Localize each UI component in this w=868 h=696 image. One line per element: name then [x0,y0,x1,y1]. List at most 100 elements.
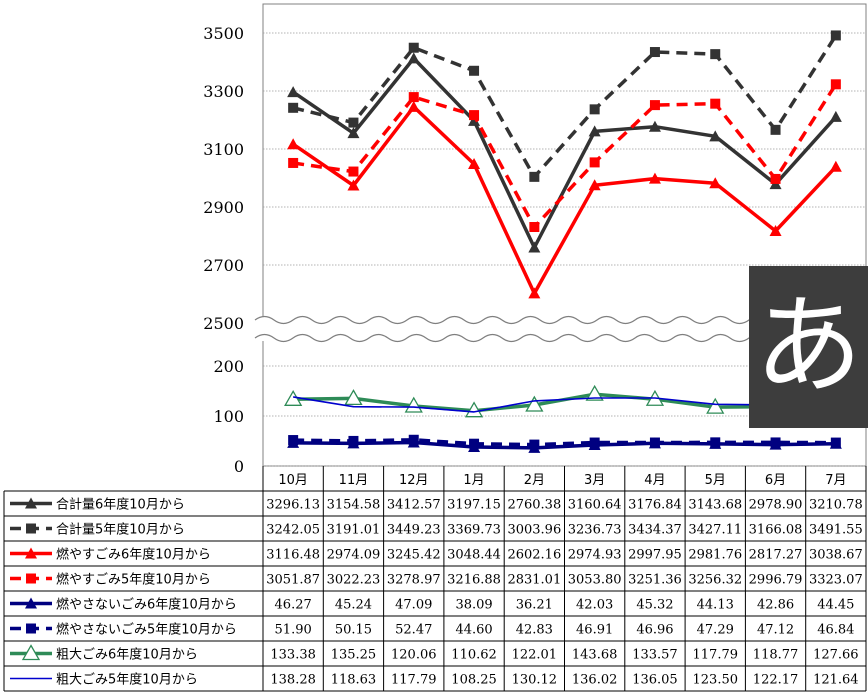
table-cell: 117.79 [693,648,739,663]
table-cell: 3003.96 [507,523,561,538]
table-cell: 3166.08 [749,523,803,538]
table-cell: 3427.11 [688,523,742,538]
legend-key [10,497,52,509]
series-8 [293,396,836,413]
point-marker [348,166,359,177]
table-cell: 42.86 [757,598,794,613]
table-cell: 46.84 [817,623,854,638]
table-cell: 135.25 [331,648,377,663]
point-marker [830,437,841,448]
point-marker [407,52,420,64]
table-cell: 3323.07 [809,573,863,588]
point-marker [529,439,540,450]
category-label: 12月 [399,473,429,488]
table-cell: 121.64 [813,673,859,688]
legend-key [10,547,52,559]
table-cell: 46.96 [636,623,673,638]
point-marker [706,397,725,414]
table-cell: 2760.38 [507,498,561,513]
point-marker [710,49,721,60]
table-cell: 138.28 [270,673,316,688]
point-marker [589,437,600,448]
point-marker [525,395,544,412]
table-cell: 44.60 [455,623,492,638]
point-marker [589,104,600,115]
table-cell: 44.45 [817,598,854,613]
point-marker [648,120,661,132]
point-marker [770,173,781,184]
series-line [292,34,838,179]
table-cell: 3236.73 [568,523,622,538]
point-marker [288,157,299,168]
table-cell: 120.06 [391,648,437,663]
table-cell: 2831.01 [507,573,561,588]
point-marker [648,172,661,184]
point-marker [829,160,842,172]
table-cell: 2817.27 [749,548,803,563]
point-marker [585,384,604,401]
point-marker [407,100,420,112]
table-cell: 2978.90 [749,498,803,513]
point-marker [347,179,360,191]
point-marker [709,130,722,142]
table-cell: 3278.97 [387,573,441,588]
hiragana-badge: あ [749,266,868,428]
point-marker [529,171,540,182]
table-cell: 3154.58 [327,498,381,513]
series-1 [287,52,842,253]
table-cell: 45.24 [335,598,372,613]
point-marker [344,389,363,406]
table-cell: 3048.44 [447,548,501,563]
table-cell: 3242.05 [266,523,320,538]
point-marker [288,102,299,113]
table-cell: 38.09 [455,598,492,613]
table-cell: 123.50 [693,673,739,688]
y-tick-label: 3300 [203,82,244,101]
point-marker [348,117,359,128]
table-cell: 42.83 [516,623,553,638]
point-marker [25,547,37,559]
series-line [292,56,838,250]
table-cell: 3251.36 [628,573,682,588]
point-marker [769,224,782,236]
point-marker [469,65,480,76]
table-cell: 2981.76 [688,548,742,563]
legend-key [10,644,52,661]
table-cell: 42.03 [576,598,613,613]
legend-key [10,597,52,609]
series-2 [288,30,841,182]
point-marker [589,157,600,168]
table-cell: 3053.80 [568,573,622,588]
category-label: 4月 [644,473,665,488]
point-marker [770,124,781,135]
table-cell: 3449.23 [387,523,441,538]
point-marker [770,437,781,448]
point-marker [408,434,419,445]
point-marker [25,597,37,609]
table-cell: 3191.01 [327,523,381,538]
table-cell: 47.12 [757,623,794,638]
y-tick-label: 2900 [203,198,244,217]
point-marker [408,42,419,53]
point-marker [529,222,540,233]
table-cell: 117.79 [391,673,437,688]
table-cell: 133.57 [632,648,678,663]
point-marker [25,497,37,509]
table-cell: 3197.15 [447,498,501,513]
table-cell: 51.90 [275,623,312,638]
table-cell: 3245.42 [387,548,441,563]
series-line [292,105,838,296]
point-marker [287,138,300,150]
table-cell: 110.62 [451,648,497,663]
point-marker [26,623,36,634]
table-cell: 3412.57 [387,498,441,513]
point-marker [710,98,721,109]
point-marker [21,644,41,661]
table-cell: 2974.93 [568,548,622,563]
point-marker [287,86,300,98]
table-cell: 143.68 [572,648,618,663]
table-cell: 47.09 [395,598,432,613]
point-marker [26,523,36,534]
table-cell: 122.01 [512,648,558,663]
